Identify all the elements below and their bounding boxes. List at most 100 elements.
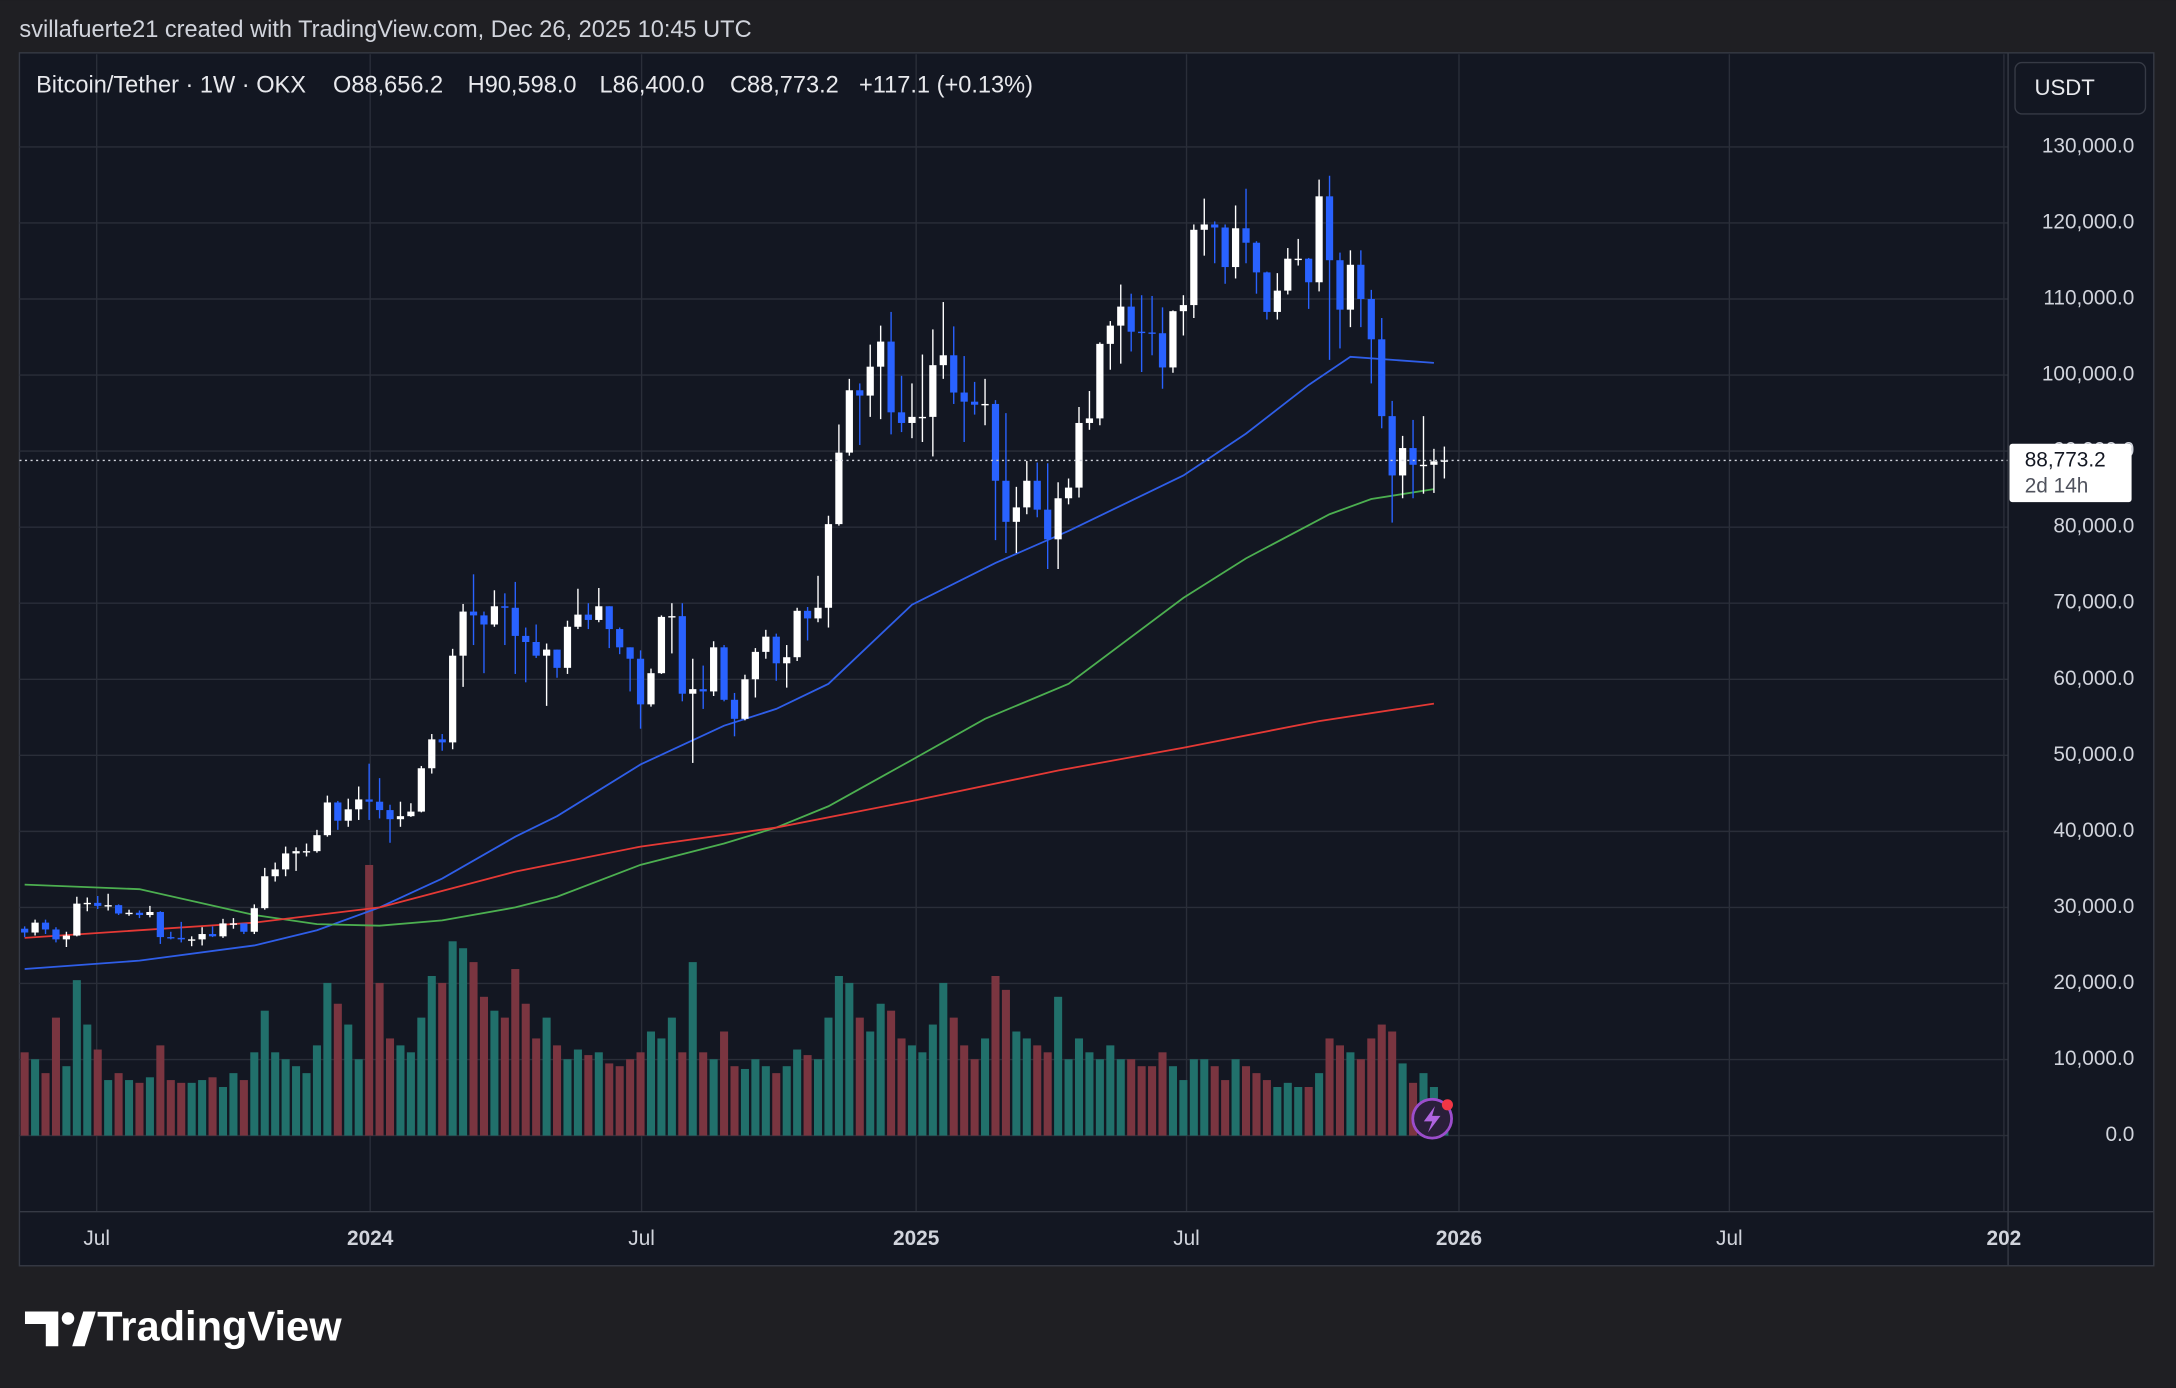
volume-bar — [813, 1059, 823, 1136]
volume-bar — [62, 1066, 71, 1136]
candle-body — [762, 636, 770, 652]
volume-bar — [646, 1031, 656, 1136]
candle-body — [386, 810, 394, 820]
volume-bar — [198, 1080, 207, 1136]
low-value: L86,400.0 — [600, 71, 705, 97]
volume-bar — [187, 1082, 196, 1136]
volume-bar — [271, 1052, 280, 1136]
x-tick-label: 2025 — [893, 1227, 939, 1250]
volume-bar — [1221, 1080, 1230, 1136]
candle-body — [375, 801, 384, 811]
volume-bar — [803, 1055, 812, 1136]
volume-bar — [542, 1017, 551, 1136]
alert-icon[interactable] — [1411, 1097, 1453, 1140]
volume-bar — [490, 1010, 499, 1136]
volume-bar — [1085, 1052, 1094, 1136]
volume-bar — [1294, 1087, 1303, 1136]
volume-bar — [824, 1017, 833, 1136]
volume-bar — [469, 962, 478, 1136]
candle-body — [960, 392, 968, 402]
volume-bar — [1168, 1066, 1177, 1136]
volume-bar — [406, 1052, 415, 1136]
candle-body — [469, 611, 478, 616]
candle-body — [918, 416, 927, 419]
volume-bar — [1054, 996, 1063, 1136]
candle-body — [1399, 448, 1407, 476]
candle-body — [1440, 460, 1448, 462]
currency-button[interactable] — [2014, 61, 2147, 115]
volume-bar — [1179, 1080, 1188, 1136]
candle-body — [1127, 306, 1135, 332]
volume-bar — [991, 975, 1000, 1136]
volume-bar — [667, 1017, 676, 1136]
candle-body — [1117, 306, 1125, 326]
candle-body — [41, 922, 50, 930]
candle-body — [219, 923, 227, 937]
volume-bar — [260, 1010, 269, 1136]
candle-body — [1044, 509, 1052, 540]
candle-body — [532, 641, 540, 656]
candle-body — [1148, 332, 1156, 334]
logo-mark-slash — [72, 1311, 96, 1347]
candle-body — [1367, 299, 1375, 340]
candle-body — [1378, 339, 1386, 417]
y-tick-label: 110,000.0 — [2043, 287, 2134, 310]
volume-bar — [907, 1045, 916, 1136]
volume-bar — [866, 1031, 875, 1136]
candle-body — [198, 934, 206, 940]
candle-body — [1002, 480, 1010, 522]
last-price-box — [2009, 443, 2132, 503]
volume-bar — [1043, 1052, 1052, 1136]
candle-body — [52, 929, 60, 940]
volume-bar — [970, 1059, 979, 1136]
candle-body — [1169, 311, 1177, 368]
volume-bar — [177, 1082, 186, 1136]
x-tick-label: Jul — [83, 1227, 110, 1250]
y-tick-label: 30,000.0 — [2053, 895, 2134, 918]
currency[interactable]: USDT — [2034, 75, 2095, 100]
moving-average-line — [24, 702, 1435, 939]
x-tick-label: 2026 — [1436, 1227, 1482, 1250]
candle-body — [845, 390, 853, 453]
candle-body — [1242, 228, 1250, 243]
candle-body — [21, 928, 29, 933]
volume-bar — [1304, 1087, 1313, 1136]
grid — [19, 54, 2009, 1212]
volume-bar — [20, 1052, 29, 1136]
volume-bar — [772, 1073, 781, 1136]
volume-bar — [1356, 1059, 1365, 1136]
volume-bar — [553, 1045, 562, 1136]
volume-bar — [365, 864, 374, 1136]
volume-bar — [1210, 1066, 1219, 1136]
volume-bar — [1074, 1038, 1084, 1136]
candle-body — [1012, 507, 1020, 522]
volume-bar — [72, 980, 81, 1136]
volume-bar — [1064, 1059, 1073, 1136]
volume-bar — [845, 982, 854, 1136]
volume-bar — [292, 1066, 301, 1136]
volume-bar — [897, 1038, 906, 1136]
volume-bar — [594, 1052, 603, 1136]
volume-bar — [657, 1038, 666, 1136]
volume-bar — [51, 1017, 60, 1136]
candle-body — [657, 616, 666, 674]
volume-bar — [479, 996, 488, 1136]
volume-bar — [981, 1038, 990, 1136]
volume-bar — [532, 1038, 541, 1136]
volume-bar — [385, 1038, 395, 1136]
volume-bar — [1367, 1038, 1376, 1136]
volume-bar — [333, 1003, 342, 1136]
axes: 0.0 10,000.0 20,000.0 30,000.0 40,000.0 50,00… — [83, 134, 2134, 1249]
candle-body — [62, 935, 71, 940]
y-tick-label: 50,000.0 — [2053, 743, 2134, 766]
volume-bar — [782, 1066, 791, 1136]
candle-body — [407, 811, 415, 817]
volume-bar — [302, 1073, 311, 1136]
volume-bar — [83, 1024, 92, 1136]
candle-body — [396, 816, 405, 820]
volume-bar — [1262, 1080, 1271, 1136]
volume-bar — [135, 1082, 144, 1136]
moving-average-line — [24, 488, 1435, 927]
volume-bar — [1231, 1059, 1240, 1136]
